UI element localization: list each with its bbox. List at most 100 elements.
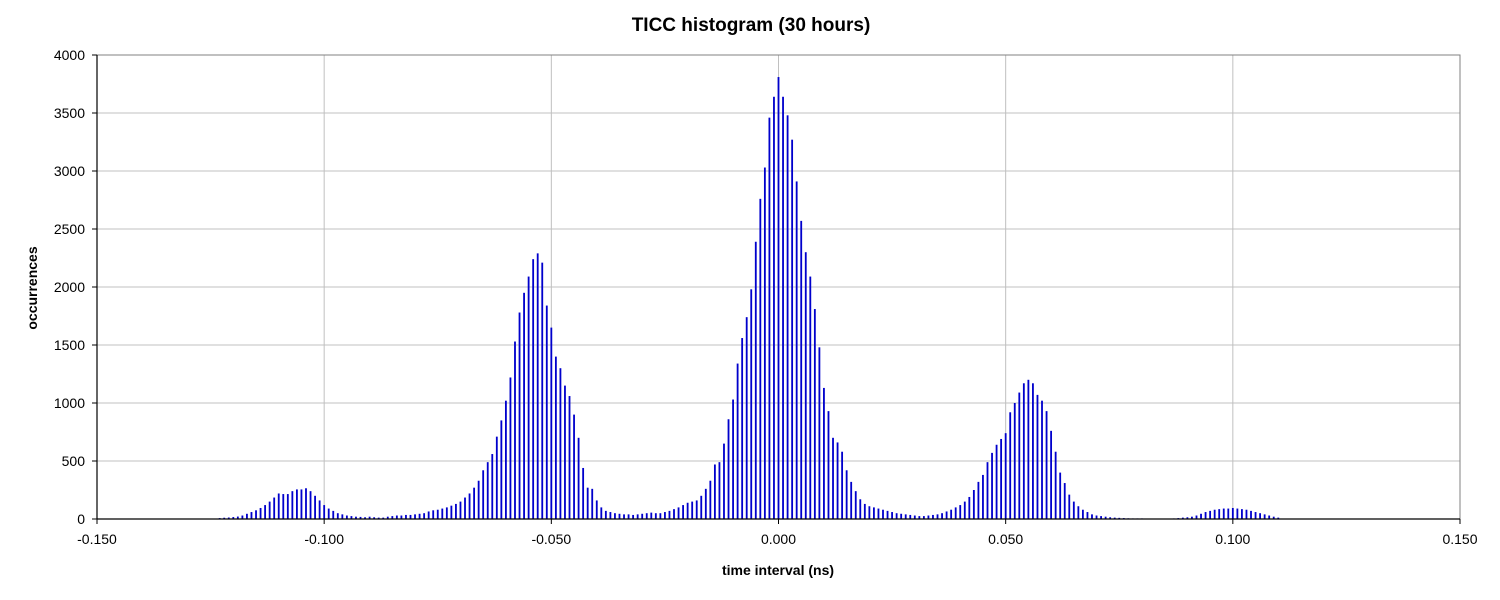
histogram-bar: [309, 491, 312, 519]
histogram-bar: [1250, 510, 1252, 519]
histogram-bar: [250, 512, 253, 519]
histogram-bar: [732, 399, 734, 519]
histogram-bar: [859, 499, 862, 519]
histogram-bar: [386, 516, 389, 519]
histogram-bar: [854, 491, 857, 519]
histogram-bar: [659, 513, 662, 519]
histogram-bar: [664, 512, 666, 519]
histogram-bar: [950, 509, 953, 519]
histogram-bar: [936, 514, 939, 519]
histogram-bar: [282, 494, 285, 519]
histogram-bar: [327, 508, 330, 519]
histogram-bar: [754, 241, 757, 519]
histogram-bar: [1245, 509, 1248, 519]
histogram-bar: [514, 341, 516, 519]
histogram-bar: [450, 505, 453, 519]
histogram-bar: [750, 289, 753, 519]
histogram-bar: [1259, 513, 1261, 519]
histogram-bar: [963, 501, 966, 519]
histogram-bar: [395, 515, 398, 519]
histogram-bar: [800, 220, 803, 519]
histogram-bar: [409, 514, 412, 519]
histogram-bar: [1027, 379, 1030, 519]
x-tick-label: -0.050: [531, 531, 571, 547]
histogram-bar: [336, 513, 339, 519]
y-tick-label: 500: [62, 453, 86, 469]
histogram-bar: [836, 442, 839, 519]
histogram-bar: [818, 347, 821, 519]
y-tick-label: 2000: [54, 279, 85, 295]
y-tick-label: 3000: [54, 163, 85, 179]
x-axis-title: time interval (ns): [722, 562, 834, 578]
histogram-bar: [382, 517, 385, 519]
histogram-bar: [418, 513, 421, 519]
histogram-bar: [500, 420, 503, 519]
histogram-bar: [636, 514, 639, 519]
histogram-bar: [768, 117, 771, 519]
histogram-bar: [668, 510, 671, 519]
histogram-bar: [495, 436, 498, 519]
histogram-bar: [1241, 509, 1243, 519]
histogram-bar: [286, 494, 289, 519]
histogram-bar: [1004, 433, 1007, 519]
histogram-bar: [1072, 501, 1075, 519]
histogram-bar: [927, 515, 930, 519]
histogram-bar: [991, 452, 993, 519]
histogram-bar: [368, 516, 371, 519]
histogram-bar: [995, 444, 998, 519]
histogram-bar: [882, 509, 884, 519]
histogram-bar: [1100, 516, 1102, 519]
histogram-bar: [377, 517, 380, 519]
histogram-bar: [345, 515, 348, 519]
histogram-bar: [436, 509, 439, 519]
histogram-bar: [673, 509, 675, 519]
histogram-bar: [618, 513, 621, 519]
histogram-bar: [614, 513, 616, 519]
histogram-bar: [1036, 394, 1039, 519]
histogram-bar: [986, 462, 989, 519]
histogram-bar: [300, 489, 303, 519]
histogram-bar: [236, 516, 239, 519]
histogram-bar: [1204, 512, 1207, 519]
histogram-bar: [1063, 483, 1066, 519]
histogram-bar: [400, 515, 403, 519]
histogram-bars: [218, 77, 1280, 520]
histogram-bar: [1018, 392, 1021, 519]
histogram-bar: [577, 437, 580, 519]
histogram-bar: [1009, 412, 1012, 519]
x-tick-labels: -0.150 -0.100 -0.050 0.000 0.050 0.100 0.150: [77, 519, 1478, 547]
histogram-bar: [227, 517, 230, 519]
histogram-bar: [972, 490, 975, 519]
y-tick-label: 4000: [54, 47, 85, 63]
histogram-bar: [1086, 512, 1089, 519]
histogram-bar: [1081, 509, 1084, 519]
histogram-bar: [654, 513, 657, 519]
histogram-bar: [445, 507, 448, 519]
histogram-bar: [627, 514, 630, 519]
histogram-bar: [264, 505, 267, 519]
histogram-bar: [1091, 514, 1093, 519]
histogram-bar: [1186, 517, 1189, 519]
histogram-bar: [863, 503, 866, 519]
histogram-bar: [359, 516, 362, 519]
histogram-bar: [795, 181, 798, 519]
histogram-bar: [686, 502, 689, 519]
histogram-bar: [441, 508, 444, 519]
histogram-bar: [609, 512, 612, 519]
histogram-bar: [1041, 400, 1043, 519]
histogram-bar: [268, 501, 271, 519]
histogram-bar: [968, 496, 971, 519]
histogram-bar: [763, 167, 766, 519]
histogram-bar: [959, 505, 962, 519]
y-axis-title: occurrences: [24, 246, 40, 329]
histogram-bar: [1263, 514, 1266, 519]
histogram-bar: [491, 454, 494, 519]
histogram-bar: [432, 510, 435, 519]
histogram-bar: [1113, 517, 1116, 519]
x-tick-label: 0.100: [1215, 531, 1250, 547]
histogram-bar: [922, 516, 925, 519]
x-tick-label: 0.150: [1442, 531, 1477, 547]
histogram-bar: [759, 198, 762, 519]
histogram-bar: [704, 488, 707, 519]
histogram-bar: [695, 500, 698, 519]
